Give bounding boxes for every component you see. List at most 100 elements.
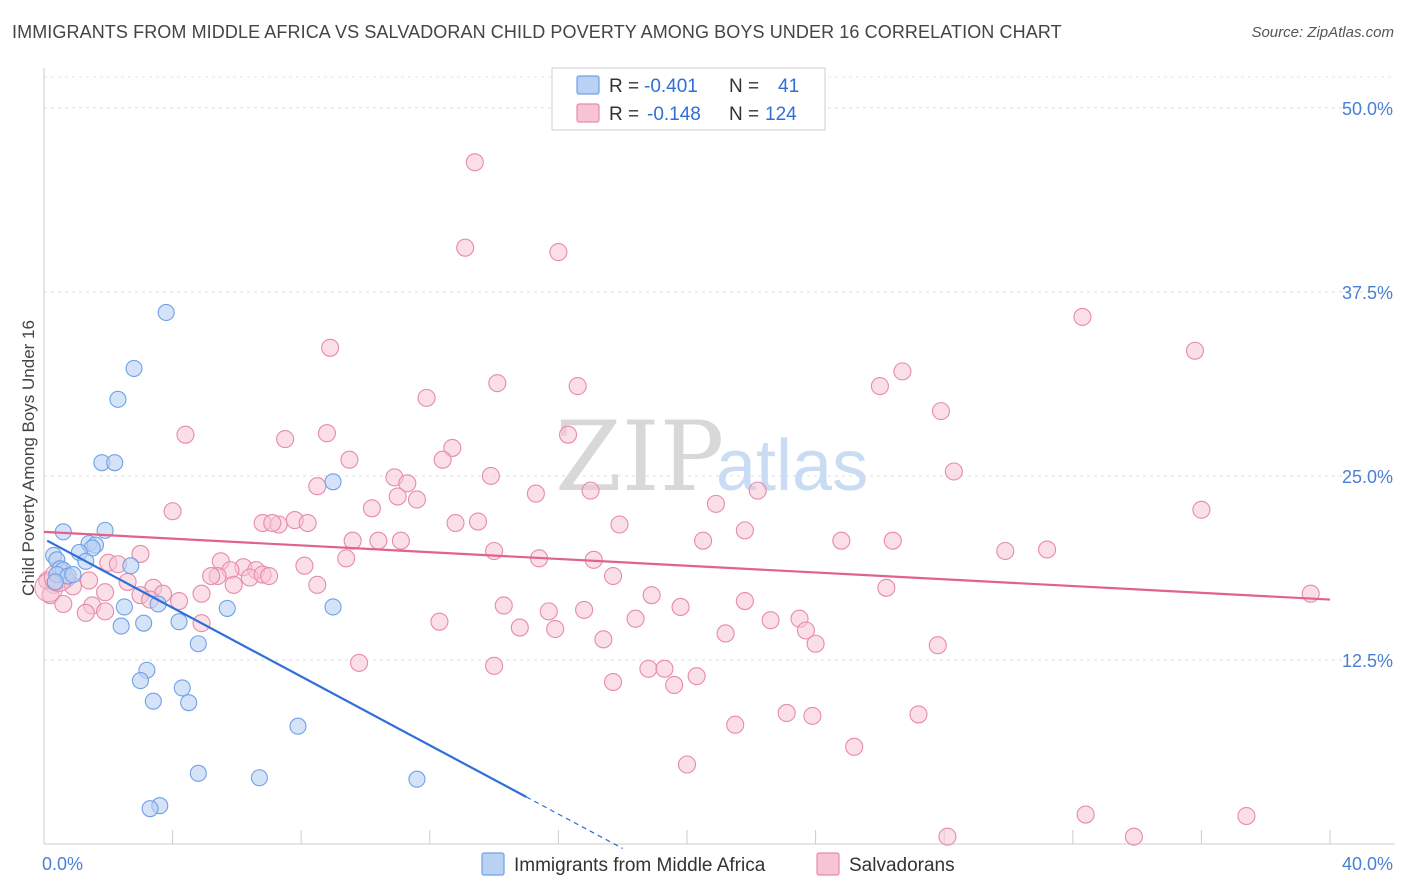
salvadorans-point-17 [340,450,359,469]
middle-africa-trend-extension [525,796,623,849]
middle-africa-trend-line [46,539,527,798]
salvadorans-point-99 [761,611,780,630]
salvadorans-point-102 [546,619,565,639]
salvadorans-point-63 [202,566,221,586]
salvadorans-point-11 [931,402,951,421]
salvadorans-points [34,153,1320,846]
salvadorans-point-2 [549,243,568,262]
salvadorans-point-90 [671,597,690,616]
middle-africa-point-20 [64,566,82,584]
salvadorans-point-118 [909,705,928,724]
middle-africa-point-28 [112,617,130,635]
middle-africa-point-21 [46,573,64,591]
salvadorans-point-43 [694,531,713,550]
salvadorans-point-124 [1124,827,1143,846]
salvadorans-point-4 [1185,341,1205,360]
salvadorans-point-116 [803,706,822,725]
middle-africa-point-29 [189,635,207,653]
salvadorans-point-120 [677,755,697,774]
salvadorans-point-104 [716,624,735,643]
salvadorans-point-45 [369,531,388,550]
salvadorans-point-110 [639,659,658,678]
salvadorans-point-26 [581,481,600,500]
y-axis-label: Child Poverty Among Boys Under 16 [19,320,38,596]
salvadorans-point-117 [726,715,745,734]
x-tick-label-max: 40.0% [1342,854,1393,874]
salvadorans-point-103 [796,621,816,640]
salvadorans-point-74 [224,575,243,594]
watermark-atlas: atlas [716,426,868,506]
legend-r-value-1: -0.401 [644,76,698,97]
middle-africa-point-2 [109,390,127,408]
salvadorans-trend-line [43,530,1331,601]
salvadorans-point-6 [893,362,912,381]
legend-r-value-2: -0.148 [647,104,701,125]
salvadorans-point-27 [388,487,407,506]
middle-africa-point-27 [135,614,153,632]
salvadorans-point-91 [494,596,513,615]
middle-africa-points [45,303,426,818]
middle-africa-point-0 [157,303,175,322]
salvadorans-point-98 [626,609,645,628]
salvadorans-point-123 [938,827,957,846]
salvadorans-point-15 [558,425,578,444]
salvadorans-point-23 [308,477,327,496]
salvadorans-point-109 [485,656,504,675]
salvadorans-point-19 [944,462,963,481]
salvadorans-point-36 [446,513,465,533]
series-legend: Immigrants from Middle Africa Salvadoran… [481,852,955,876]
salvadorans-point-92 [575,600,594,619]
salvadorans-point-42 [832,531,851,550]
salvadorans-point-12 [317,424,336,443]
middle-africa-point-25 [324,598,342,616]
salvadorans-point-7 [488,374,507,393]
salvadorans-point-67 [604,566,623,586]
middle-africa-point-1 [125,359,143,377]
axes [43,68,1395,845]
tick-labels: 12.5% 25.0% 37.5% 50.0% 0.0% 40.0% [42,99,1393,874]
salvadorans-point-97 [430,612,449,631]
correlation-legend: R = -0.401 N = 41 R = -0.148 N = 124 [551,67,826,131]
middle-africa-point-31 [131,672,149,690]
salvadorans-point-105 [594,630,613,649]
salvadorans-point-20 [481,466,500,485]
y-tick-label-1: 25.0% [1342,467,1393,487]
salvadorans-point-46 [391,531,410,550]
salvadorans-point-54 [131,544,150,563]
legend-salvadorans-label: Salvadorans [849,855,955,876]
salvadorans-point-37 [468,512,488,531]
legend-blue-swatch [576,75,600,95]
y-tick-label-2: 37.5% [1342,283,1393,303]
middle-africa-point-38 [408,770,426,788]
middle-africa-point-40 [141,800,159,818]
salvadorans-point-121 [1076,805,1095,824]
salvadorans-point-78 [192,584,211,603]
salvadorans-point-112 [687,667,706,686]
salvadorans-point-25 [526,484,545,503]
salvadorans-point-38 [610,515,629,534]
salvadorans-point-85 [169,592,189,611]
legend-pink-swatch [576,103,600,123]
salvadorans-point-39 [735,521,754,540]
salvadorans-point-107 [928,636,947,655]
salvadorans-point-24 [748,481,767,500]
x-tick-label-min: 0.0% [42,854,83,874]
salvadorans-point-89 [642,586,661,605]
salvadorans-point-76 [877,578,896,597]
middle-africa-point-24 [218,599,236,617]
middle-africa-point-5 [324,473,342,491]
middle-africa-point-37 [250,769,268,787]
salvadorans-point-101 [510,618,529,637]
salvadorans-point-0 [465,153,484,172]
y-tick-label-3: 50.0% [1342,99,1393,119]
salvadorans-point-28 [407,490,426,509]
salvadorans-point-3 [1073,307,1092,326]
salvadorans-point-22 [398,474,417,493]
salvadorans-point-40 [263,513,282,533]
salvadorans-point-50 [1038,540,1057,559]
salvadorans-point-86 [54,594,73,614]
legend-n-value-2: 124 [765,104,797,125]
salvadorans-point-5 [321,338,340,357]
salvadorans-point-95 [76,603,95,622]
salvadorans-point-49 [996,541,1015,561]
